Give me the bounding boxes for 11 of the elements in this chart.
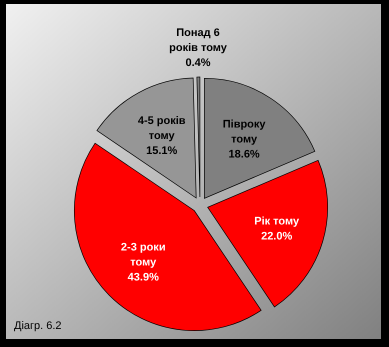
data-label: 0.4%	[185, 57, 211, 70]
data-label: 18.6%	[228, 148, 260, 160]
slice-label: 2-3 роки тому	[120, 241, 166, 268]
data-label: 15.1%	[146, 144, 178, 157]
slice-label: Рік тому	[254, 215, 300, 228]
slice-label: Півроку тому	[222, 118, 266, 146]
data-label: 22.0%	[261, 230, 292, 242]
text: Діагр. 6.2	[14, 320, 62, 332]
data-label: 43.9%	[128, 271, 160, 284]
slice-label: 4-5 років тому	[138, 114, 186, 142]
slice-label: Понад 6 років тому	[169, 27, 228, 54]
